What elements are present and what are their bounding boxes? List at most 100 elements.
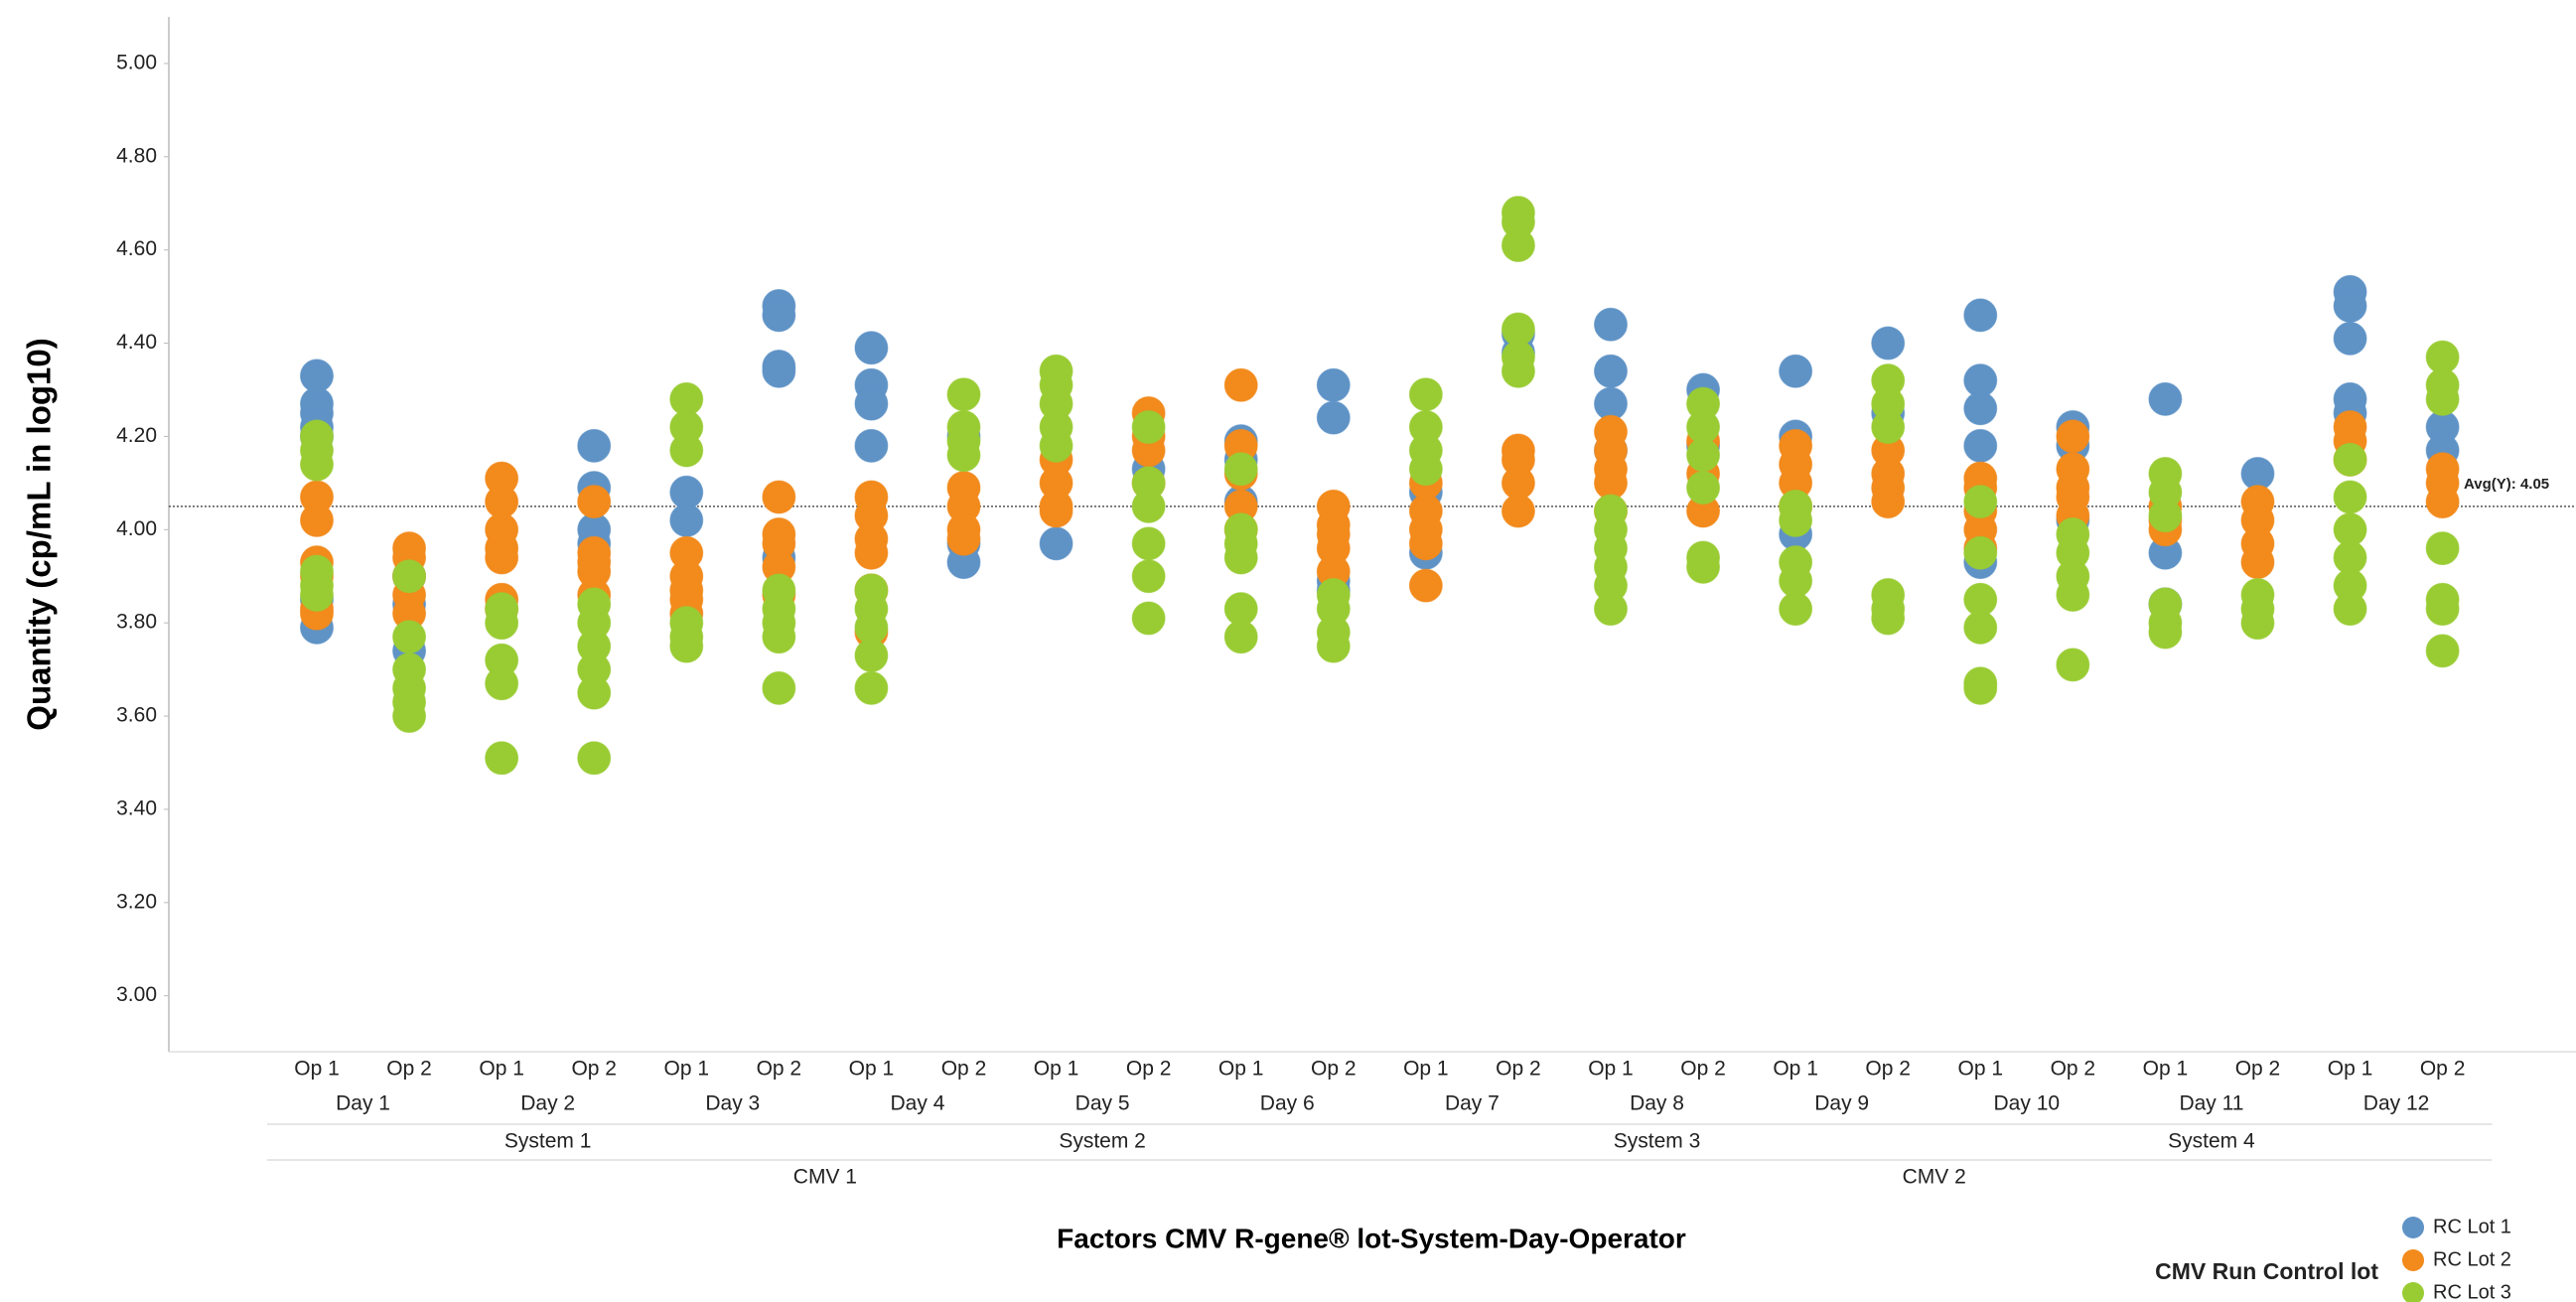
data-point	[2333, 480, 2367, 514]
x-tick-label: Op 2	[2051, 1058, 2096, 1081]
lot-label: CMV 2	[1903, 1166, 1966, 1189]
data-point	[2148, 615, 2183, 650]
data-point	[1408, 568, 1443, 603]
data-point	[1501, 494, 1535, 528]
data-point	[854, 639, 889, 673]
data-point	[854, 428, 889, 463]
data-point	[300, 503, 334, 537]
data-point	[577, 675, 612, 710]
data-point	[1593, 592, 1628, 627]
data-point	[2425, 381, 2460, 416]
y-tick-label: 5.00	[116, 51, 157, 73]
data-point	[1686, 549, 1721, 584]
data-point	[1963, 428, 1998, 463]
data-point	[2333, 592, 2367, 627]
data-point	[669, 433, 704, 468]
x-tick-label: Op 1	[1957, 1058, 2003, 1081]
x-tick-label: Op 1	[1588, 1058, 1634, 1081]
data-point	[2333, 289, 2367, 324]
data-point	[1963, 670, 1998, 705]
data-point	[1131, 489, 1166, 523]
system-label: System 4	[2168, 1130, 2255, 1153]
system-label: System 3	[1614, 1130, 1701, 1153]
data-point	[854, 535, 889, 570]
data-point	[577, 485, 612, 519]
data-point	[2333, 321, 2367, 356]
y-tick-label: 3.80	[116, 611, 157, 634]
data-point	[1316, 629, 1351, 663]
day-label: Day 3	[705, 1092, 760, 1115]
x-tick-label: Op 2	[941, 1058, 987, 1081]
legend-marker	[2402, 1249, 2424, 1271]
data-point	[2056, 578, 2090, 613]
data-point	[669, 629, 704, 663]
data-point	[2056, 648, 2090, 682]
legend-title: CMV Run Control lot	[2155, 1258, 2378, 1284]
legend-label: RC Lot 3	[2433, 1281, 2511, 1302]
day-label: Day 11	[2179, 1092, 2243, 1115]
x-tick-label: Op 2	[1496, 1058, 1541, 1081]
x-tick-label: Op 1	[664, 1058, 710, 1081]
y-axis-title: Quantity (cp/mL in log10)	[21, 338, 58, 730]
y-tick-label: 3.20	[116, 890, 157, 913]
y-tick-label: 3.60	[116, 704, 157, 727]
x-tick-label: Op 1	[479, 1058, 524, 1081]
day-label: Day 5	[1075, 1092, 1130, 1115]
data-point	[1871, 410, 1906, 445]
data-point	[577, 741, 612, 776]
legend-label: RC Lot 2	[2433, 1248, 2511, 1270]
data-point	[2333, 442, 2367, 477]
data-point	[2425, 531, 2460, 566]
data-point	[2148, 381, 2183, 416]
x-tick-label: Op 2	[1126, 1058, 1172, 1081]
y-tick-label: 4.40	[116, 331, 157, 354]
data-point	[485, 741, 519, 776]
data-point	[946, 377, 981, 412]
legend-label: RC Lot 1	[2433, 1216, 2511, 1237]
x-tick-label: Op 1	[1403, 1058, 1449, 1081]
data-point	[392, 559, 427, 594]
data-point	[1501, 354, 1535, 388]
data-point	[1593, 354, 1628, 388]
data-point	[2148, 499, 2183, 533]
x-tick-label: Op 2	[757, 1058, 802, 1081]
data-point	[577, 428, 612, 463]
data-point	[300, 447, 334, 482]
data-point	[1963, 485, 1998, 519]
data-point	[1408, 526, 1443, 561]
x-tick-label: Op 1	[2143, 1058, 2189, 1081]
data-point	[1963, 535, 1998, 570]
data-point	[1223, 452, 1258, 487]
data-point	[1131, 526, 1166, 561]
data-point	[946, 521, 981, 556]
x-tick-label: Op 2	[2420, 1058, 2466, 1081]
x-tick-label: Op 2	[1311, 1058, 1357, 1081]
data-point	[1316, 400, 1351, 435]
x-tick-label: Op 1	[1773, 1058, 1818, 1081]
data-point	[1223, 540, 1258, 575]
data-point	[1779, 503, 1813, 537]
day-label: Day 8	[1630, 1092, 1684, 1115]
data-point	[1223, 367, 1258, 402]
x-tick-label: Op 2	[1865, 1058, 1911, 1081]
x-tick-label: Op 1	[294, 1058, 340, 1081]
data-point	[1039, 494, 1073, 528]
x-tick-label: Op 1	[1218, 1058, 1264, 1081]
data-point	[1871, 485, 1906, 519]
data-point	[485, 540, 519, 575]
data-point	[669, 503, 704, 537]
lot-label: CMV 1	[793, 1166, 857, 1189]
day-label: Day 4	[891, 1092, 945, 1115]
data-point	[392, 699, 427, 734]
legend-marker	[2402, 1217, 2424, 1238]
data-point	[1779, 592, 1813, 627]
data-point	[1223, 620, 1258, 654]
data-point	[392, 620, 427, 654]
data-point	[2425, 485, 2460, 519]
x-tick-label: Op 2	[1680, 1058, 1726, 1081]
data-point	[762, 620, 796, 654]
x-tick-label: Op 2	[571, 1058, 617, 1081]
day-label: Day 1	[336, 1092, 390, 1115]
data-point	[1316, 367, 1351, 402]
